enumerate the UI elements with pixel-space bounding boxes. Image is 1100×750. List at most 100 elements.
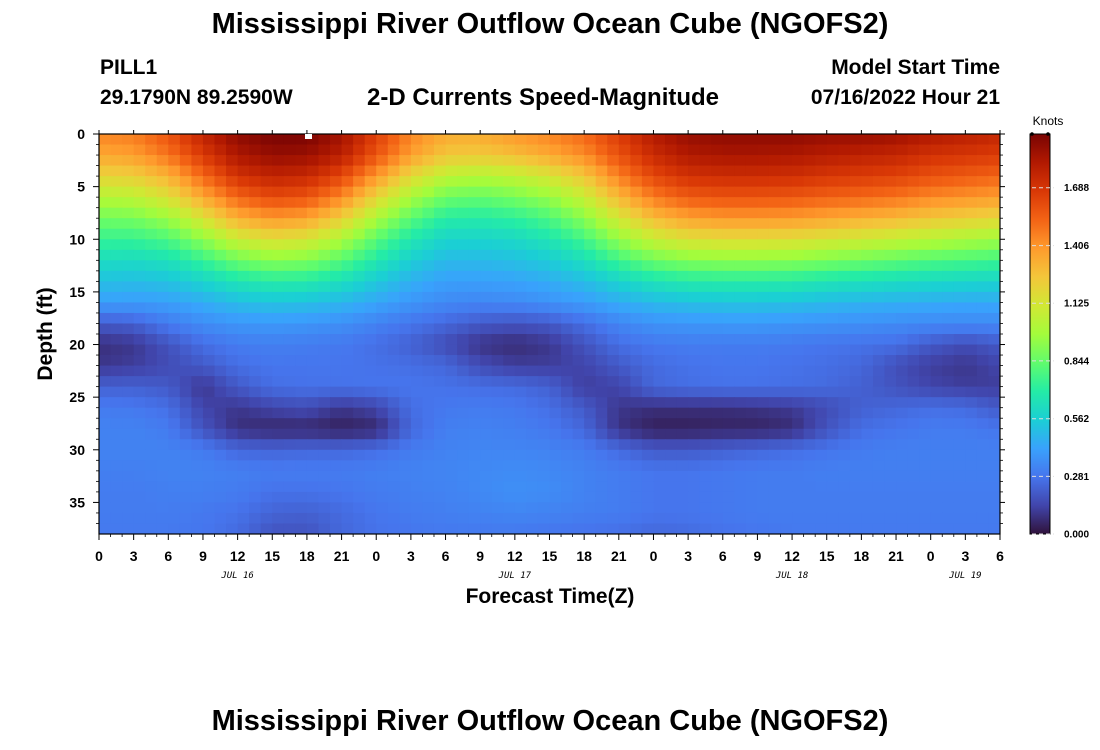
heatmap-cell bbox=[849, 186, 862, 198]
heatmap-cell bbox=[433, 502, 447, 514]
heatmap-cell bbox=[110, 323, 123, 335]
heatmap-cell bbox=[330, 176, 343, 188]
heatmap-cell bbox=[272, 449, 285, 461]
heatmap-cell bbox=[122, 439, 135, 451]
heatmap-cell bbox=[849, 376, 862, 388]
heatmap-cell bbox=[99, 249, 112, 261]
heatmap-cell bbox=[191, 523, 204, 534]
heatmap-cell bbox=[699, 302, 712, 314]
heatmap-cell bbox=[168, 460, 181, 472]
heatmap-cell bbox=[618, 365, 631, 377]
heatmap-cell bbox=[249, 270, 262, 282]
heatmap-cell bbox=[976, 228, 990, 240]
heatmap-cell bbox=[953, 155, 966, 167]
heatmap-cell bbox=[884, 418, 897, 430]
heatmap-cell bbox=[618, 239, 631, 251]
heatmap-cell bbox=[699, 176, 712, 188]
heatmap-cell bbox=[341, 302, 354, 314]
heatmap-cell bbox=[306, 355, 320, 367]
heatmap-cell bbox=[618, 470, 631, 482]
heatmap-cell bbox=[214, 312, 227, 325]
heatmap-cell bbox=[618, 186, 631, 198]
heatmap-cell bbox=[734, 481, 747, 493]
heatmap-cell bbox=[641, 376, 655, 388]
heatmap-cell bbox=[133, 344, 146, 356]
heatmap-cell bbox=[630, 134, 643, 146]
heatmap-cell bbox=[295, 281, 308, 293]
heatmap-cell bbox=[826, 449, 839, 461]
heatmap-cell bbox=[260, 460, 273, 472]
heatmap-cell bbox=[965, 481, 978, 493]
heatmap-cell bbox=[549, 134, 562, 146]
heatmap-cell bbox=[410, 239, 424, 251]
heatmap-cell bbox=[757, 207, 770, 219]
heatmap-cell bbox=[145, 491, 158, 504]
heatmap-cell bbox=[422, 397, 435, 409]
heatmap-cell bbox=[295, 270, 308, 282]
heatmap-cell bbox=[953, 176, 966, 188]
heatmap-cell bbox=[491, 407, 504, 419]
x-tick-label: 18 bbox=[299, 548, 315, 564]
heatmap-cell bbox=[641, 449, 655, 461]
heatmap-cell bbox=[272, 407, 285, 419]
heatmap-cell bbox=[433, 428, 447, 440]
heatmap-cell bbox=[457, 365, 470, 377]
heatmap-cell bbox=[353, 344, 366, 356]
heatmap-cell bbox=[133, 207, 146, 219]
heatmap-cell bbox=[815, 523, 828, 534]
heatmap-cell bbox=[330, 460, 343, 472]
heatmap-cell bbox=[537, 176, 551, 188]
heatmap-cell bbox=[145, 470, 158, 482]
heatmap-cell bbox=[872, 197, 886, 209]
heatmap-cell bbox=[295, 155, 308, 167]
heatmap-cell bbox=[919, 312, 932, 325]
heatmap-cell bbox=[699, 460, 712, 472]
heatmap-cell bbox=[191, 144, 204, 156]
heatmap-cell bbox=[630, 165, 643, 177]
heatmap-cell bbox=[249, 207, 262, 219]
heatmap-cell bbox=[815, 460, 828, 472]
heatmap-cell bbox=[410, 291, 424, 304]
heatmap-cell bbox=[399, 291, 412, 304]
heatmap-cell bbox=[526, 249, 539, 261]
heatmap-cell bbox=[457, 270, 470, 282]
heatmap-cell bbox=[884, 176, 897, 188]
heatmap-cell bbox=[965, 418, 978, 430]
heatmap-cell bbox=[584, 281, 597, 293]
heatmap-cell bbox=[942, 523, 955, 534]
heatmap-cell bbox=[272, 428, 285, 440]
heatmap-cell bbox=[410, 165, 424, 177]
heatmap-cell bbox=[919, 134, 932, 146]
heatmap-cell bbox=[676, 249, 689, 261]
heatmap-cell bbox=[214, 155, 227, 167]
heatmap-cell bbox=[826, 523, 839, 534]
heatmap-cell bbox=[549, 302, 562, 314]
x-tick-label: 9 bbox=[199, 548, 207, 564]
heatmap-cell bbox=[561, 155, 574, 167]
heatmap-cell bbox=[514, 397, 527, 409]
heatmap-cell bbox=[145, 365, 158, 377]
heatmap-cell bbox=[179, 281, 193, 293]
heatmap-cell bbox=[514, 270, 527, 282]
heatmap-cell bbox=[976, 218, 990, 230]
heatmap-cell bbox=[838, 386, 851, 398]
heatmap-cell bbox=[503, 197, 516, 209]
heatmap-cell bbox=[156, 155, 169, 167]
heatmap-cell bbox=[803, 176, 816, 188]
heatmap-cell bbox=[283, 134, 296, 146]
heatmap-cell bbox=[745, 270, 759, 282]
heatmap-cell bbox=[722, 344, 735, 356]
heatmap-cell bbox=[330, 260, 343, 272]
heatmap-cell bbox=[872, 344, 886, 356]
heatmap-cell bbox=[445, 144, 458, 156]
heatmap-cell bbox=[260, 228, 273, 240]
heatmap-cell bbox=[907, 249, 920, 261]
heatmap-cell bbox=[849, 176, 862, 188]
heatmap-cell bbox=[353, 165, 366, 177]
heatmap-cell bbox=[838, 239, 851, 251]
heatmap-cell bbox=[422, 312, 435, 325]
heatmap-cell bbox=[237, 397, 250, 409]
heatmap-cell bbox=[341, 165, 354, 177]
heatmap-cell bbox=[237, 523, 250, 534]
heatmap-cell bbox=[122, 207, 135, 219]
